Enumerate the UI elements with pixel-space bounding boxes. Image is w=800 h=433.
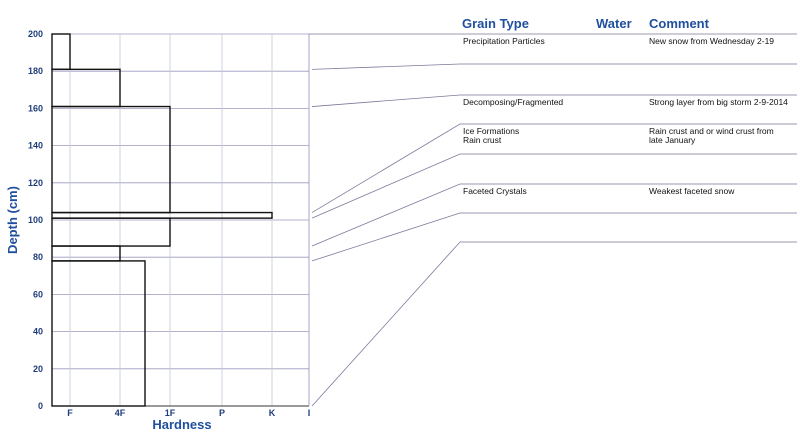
y-tick-label: 20 <box>33 364 43 374</box>
grain-type-cell: Rain crust <box>463 135 502 145</box>
comment-cell: Weakest faceted snow <box>649 186 735 196</box>
connector-line <box>311 63 797 70</box>
y-axis-ticks: 0 20 40 60 80 100 120 140 160 180 200 <box>28 29 43 411</box>
hardness-layer-bar <box>51 260 146 407</box>
x-tick-label: F <box>67 408 73 418</box>
layer-bars <box>51 33 273 407</box>
layer-connectors <box>309 33 797 407</box>
y-tick-label: 120 <box>28 178 43 188</box>
grain-type-cell: Ice Formations <box>463 126 519 136</box>
y-tick-label: 160 <box>28 103 43 113</box>
x-axis-title: Hardness <box>152 417 211 432</box>
y-tick-label: 0 <box>38 401 43 411</box>
connector-line <box>311 183 797 247</box>
x-tick-label: K <box>269 408 276 418</box>
connector-line <box>311 153 797 219</box>
grid-lines <box>51 33 310 407</box>
y-tick-label: 180 <box>28 66 43 76</box>
layer-description-table: Grain Type Water Comment Precipitation P… <box>462 16 788 196</box>
y-tick-label: 200 <box>28 29 43 39</box>
y-tick-label: 100 <box>28 215 43 225</box>
comment-cell: Strong layer from big storm 2-9-2014 <box>649 97 788 107</box>
y-tick-label: 60 <box>33 289 43 299</box>
grain-type-header: Grain Type <box>462 16 529 31</box>
y-axis-title: Depth (cm) <box>5 186 20 254</box>
grain-type-cell: Faceted Crystals <box>463 186 527 196</box>
x-tick-label: 1F <box>165 408 176 418</box>
connector-line <box>311 94 797 107</box>
x-tick-label: I <box>308 408 311 418</box>
x-tick-label: P <box>219 408 225 418</box>
hardness-layer-bar <box>51 211 273 219</box>
y-tick-label: 140 <box>28 141 43 151</box>
grain-type-cell: Precipitation Particles <box>463 36 545 46</box>
comment-cell: late January <box>649 135 696 145</box>
x-tick-label: 4F <box>115 408 126 418</box>
connector-line <box>311 212 797 262</box>
comment-cell: Rain crust and or wind crust from <box>649 126 774 136</box>
connector-line <box>311 241 797 407</box>
x-axis-ticks: F 4F 1F P K I <box>67 408 310 418</box>
y-tick-label: 80 <box>33 252 43 262</box>
hardness-layer-bar <box>51 245 121 262</box>
grain-type-cell: Decomposing/Fragmented <box>463 97 563 107</box>
hardness-layer-bar <box>51 68 121 108</box>
comment-cell: New snow from Wednesday 2-19 <box>649 36 774 46</box>
connector-line <box>311 123 797 213</box>
water-header: Water <box>596 16 632 31</box>
y-tick-label: 40 <box>33 327 43 337</box>
comment-header: Comment <box>649 16 710 31</box>
hardness-layer-bar <box>51 33 71 71</box>
